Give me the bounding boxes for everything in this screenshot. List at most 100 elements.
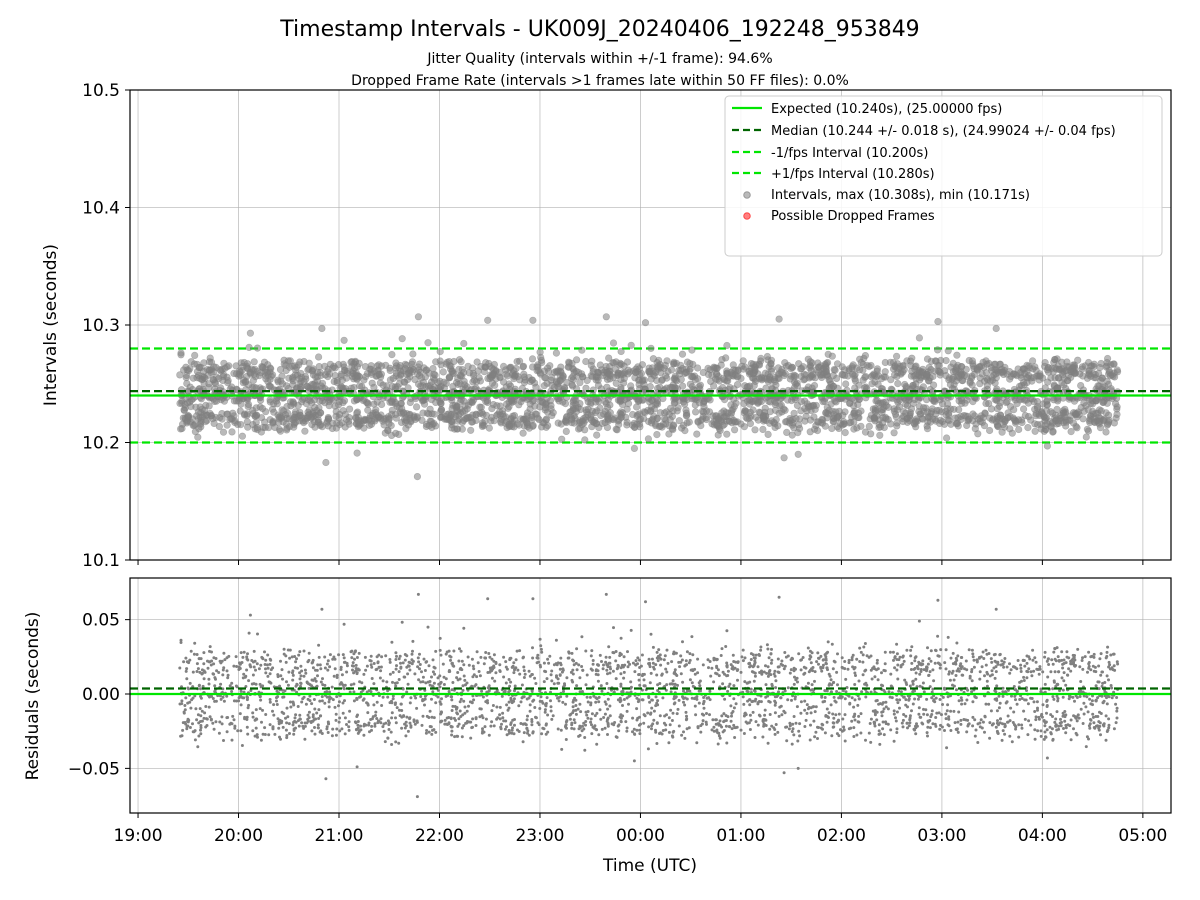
residual-point: [753, 736, 757, 739]
residual-point: [790, 742, 794, 746]
residual-point: [647, 657, 651, 661]
residual-point: [1056, 655, 1060, 659]
residual-point: [1063, 719, 1067, 723]
residual-point: [598, 653, 602, 657]
interval-point: [1028, 357, 1037, 365]
residual-point: [246, 652, 249, 656]
residual-point: [573, 721, 577, 725]
interval-point: [745, 367, 754, 375]
residual-point: [821, 663, 825, 667]
residual-point: [889, 672, 893, 676]
interval-point: [447, 418, 456, 426]
interval-point: [596, 361, 604, 369]
residual-point: [268, 698, 272, 701]
interval-point: [925, 363, 933, 372]
interval-point: [578, 346, 586, 354]
interval-point: [877, 375, 886, 383]
residual-point: [1109, 653, 1113, 657]
legend-swatch-dropped: [743, 212, 751, 220]
residual-point: [768, 727, 772, 731]
residual-point: [337, 704, 340, 708]
interval-point: [804, 403, 813, 411]
interval-point: [969, 362, 977, 370]
interval-point: [759, 425, 767, 434]
interval-point: [1043, 442, 1051, 450]
residual-point: [202, 677, 206, 681]
interval-point: [790, 409, 798, 417]
residual-point: [1064, 726, 1068, 730]
residual-point: [370, 724, 374, 728]
interval-point: [315, 363, 323, 371]
residual-point: [586, 700, 590, 704]
residual-point: [213, 684, 217, 688]
residual-point: [394, 716, 397, 720]
residual-point: [832, 695, 836, 699]
residual-point: [470, 657, 474, 661]
residual-point: [423, 703, 426, 707]
residual-point: [299, 682, 303, 685]
interval-point: [663, 374, 671, 382]
residual-point: [522, 665, 526, 669]
interval-point: [820, 397, 829, 405]
interval-point: [461, 381, 469, 389]
residual-point: [809, 711, 813, 715]
residual-point: [307, 716, 311, 720]
residual-point: [523, 672, 527, 676]
interval-point: [606, 370, 614, 378]
interval-point: [205, 358, 214, 366]
interval-point: [388, 431, 396, 440]
residual-point: [284, 728, 288, 732]
residual-point: [946, 695, 950, 699]
residual-point: [690, 681, 694, 685]
residual-point: [225, 669, 229, 673]
interval-point: [1089, 410, 1097, 418]
residual-point: [1112, 664, 1116, 668]
jitter-quality-subtitle: Jitter Quality (intervals within +/-1 fr…: [426, 51, 772, 67]
interval-point: [942, 434, 951, 442]
residual-point: [257, 667, 261, 671]
interval-point: [207, 412, 215, 420]
residual-point: [217, 731, 221, 735]
residual-point: [1105, 650, 1109, 654]
interval-point: [841, 429, 849, 437]
residual-point: [1054, 717, 1058, 721]
interval-point: [899, 417, 907, 426]
residual-point: [710, 666, 714, 670]
residual-point: [280, 668, 284, 672]
interval-point: [414, 313, 423, 321]
interval-point: [1082, 433, 1090, 441]
residual-point: [579, 710, 583, 714]
residual-point: [572, 663, 576, 667]
interval-point: [647, 406, 655, 415]
residual-point: [995, 709, 999, 713]
interval-point: [709, 382, 718, 390]
residual-point: [792, 733, 796, 737]
interval-point: [870, 370, 878, 378]
interval-point: [581, 426, 589, 434]
interval-point: [873, 397, 881, 405]
interval-point: [763, 352, 772, 361]
interval-point: [1020, 365, 1029, 373]
residual-point: [585, 713, 589, 717]
residual-point: [960, 673, 964, 677]
interval-point: [1103, 399, 1111, 407]
residual-point: [647, 696, 651, 700]
interval-point: [720, 407, 728, 415]
interval-point: [781, 359, 789, 367]
residual-point: [460, 735, 464, 739]
interval-point: [558, 435, 566, 443]
interval-point: [730, 416, 738, 424]
residual-point: [353, 657, 356, 661]
interval-point: [235, 397, 243, 405]
residual-point: [646, 711, 650, 715]
interval-point: [219, 428, 228, 436]
interval-point: [1074, 356, 1082, 364]
residual-point: [320, 699, 324, 703]
residual-point: [333, 705, 337, 709]
interval-point: [780, 454, 788, 462]
residual-point: [204, 705, 208, 708]
residual-point: [182, 660, 186, 664]
interval-point: [910, 372, 918, 380]
residual-point: [949, 709, 953, 713]
residual-point: [238, 712, 242, 716]
